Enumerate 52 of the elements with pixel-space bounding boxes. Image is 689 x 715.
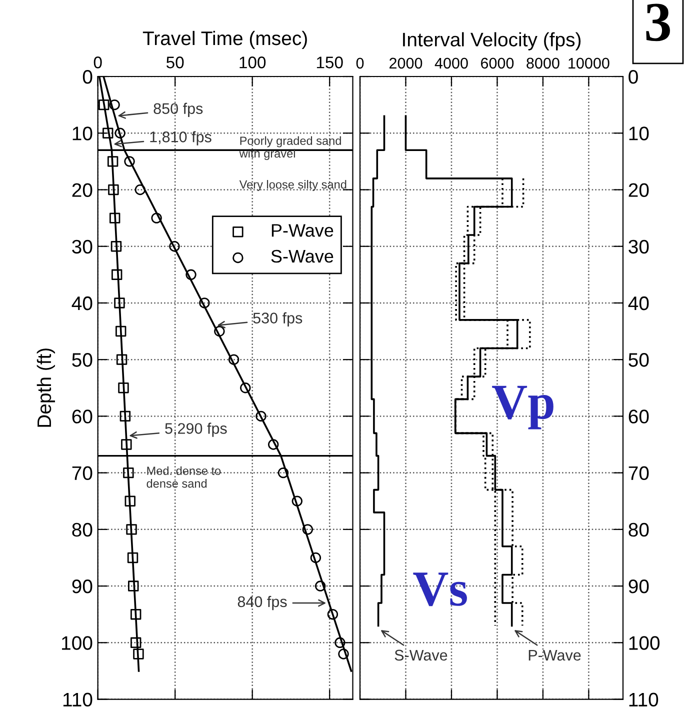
annotation: S-Wave: [394, 650, 448, 661]
y-tick-label: 30: [72, 240, 92, 254]
x-tick-label: 2000: [390, 58, 422, 69]
y-tick-label: 20: [628, 183, 649, 197]
annotation: 530 fps: [253, 312, 302, 327]
annotation: Very loose silty sand: [239, 180, 346, 191]
annotation: 850 fps: [154, 102, 203, 118]
y-tick-label: 0: [628, 70, 638, 84]
text: 3: [646, 4, 670, 42]
x-tick-label: 4000: [434, 58, 468, 69]
y-axis-title: Depth (ft): [36, 348, 55, 427]
y-tick-label: 70: [72, 466, 92, 480]
y-tick-label: 90: [628, 580, 649, 594]
annotation: 1,810 fps: [150, 131, 212, 146]
y-tick-label: 0: [82, 70, 92, 84]
annotation: Poorly graded sand with gravel: [239, 136, 341, 160]
y-tick-label: 80: [628, 522, 649, 537]
annotation: Med. dense to dense sand: [146, 466, 221, 488]
y-tick-label: 90: [72, 580, 92, 594]
x-tick-label: 150: [316, 56, 343, 68]
x-tick-label: 8000: [526, 58, 560, 69]
y-tick-label: 10: [629, 126, 649, 140]
legend-label: P-Wave: [272, 224, 334, 237]
y-tick-label: 110: [63, 692, 92, 707]
y-tick-label: 60: [628, 410, 649, 424]
y-tick-label: 100: [629, 636, 660, 650]
y-tick-label: 20: [72, 183, 92, 197]
x-tick-label: 6000: [481, 58, 514, 69]
y-tick-label: 80: [72, 522, 92, 537]
annotation: Vs: [413, 572, 467, 606]
annotation: 5,290 fps: [165, 422, 227, 437]
y-tick-label: 60: [72, 410, 92, 424]
x-tick-label: 0: [94, 56, 102, 68]
x-tick-label: 100: [240, 56, 266, 68]
x-axis-title: Interval Velocity (fps): [403, 32, 581, 50]
annotation: 840 fps: [238, 596, 287, 610]
legend-label: S-Wave: [271, 250, 334, 263]
x-tick-label: 10000: [568, 58, 610, 69]
y-tick-label: 100: [62, 636, 92, 650]
y-tick-label: 50: [72, 353, 92, 367]
x-tick-label: 0: [356, 58, 364, 69]
y-tick-label: 40: [72, 296, 92, 310]
annotation: Vp: [492, 386, 554, 430]
y-tick-label: 70: [628, 466, 649, 480]
y-tick-label: 40: [628, 296, 649, 310]
x-axis-title: Travel Time (msec): [142, 30, 307, 50]
x-tick-label: 50: [166, 56, 184, 68]
annotation: P-Wave: [528, 650, 581, 661]
y-tick-label: 110: [629, 692, 658, 707]
y-tick-label: 10: [72, 126, 92, 140]
y-tick-label: 50: [628, 353, 649, 367]
y-tick-label: 30: [628, 240, 649, 254]
